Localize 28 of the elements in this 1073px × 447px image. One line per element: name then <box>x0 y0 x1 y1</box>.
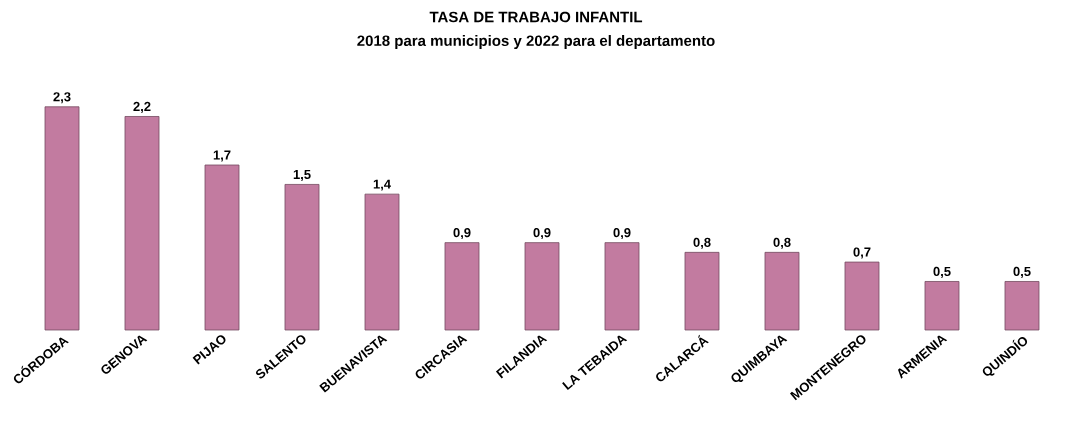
bar <box>1004 281 1040 331</box>
bar <box>764 251 800 331</box>
data-label: 1,7 <box>213 150 231 162</box>
bar <box>284 184 320 331</box>
chart-subtitle: 2018 para municipios y 2022 para el departamento <box>357 35 715 49</box>
data-label: 1,5 <box>293 169 311 181</box>
bar <box>204 164 240 331</box>
data-label: 2,3 <box>53 92 71 104</box>
chart-title: TASA DE TRABAJO INFANTIL <box>429 11 643 23</box>
bar <box>844 261 880 331</box>
data-label: 0,9 <box>613 228 631 240</box>
data-label: 0,9 <box>453 228 471 240</box>
data-label: 0,9 <box>533 228 551 240</box>
bar <box>524 242 560 331</box>
data-label: 1,4 <box>373 179 391 191</box>
data-label: 2,2 <box>133 101 151 113</box>
data-label: 0,8 <box>773 237 791 249</box>
bar <box>364 193 400 331</box>
data-label: 0,5 <box>1013 266 1031 278</box>
bar <box>604 242 640 331</box>
bar <box>124 116 160 331</box>
data-label: 0,8 <box>693 237 711 249</box>
data-label: 0,5 <box>933 266 951 278</box>
bar <box>684 251 720 331</box>
bar <box>924 281 960 331</box>
bar <box>44 106 80 331</box>
data-label: 0,7 <box>853 247 871 259</box>
bar <box>444 242 480 331</box>
